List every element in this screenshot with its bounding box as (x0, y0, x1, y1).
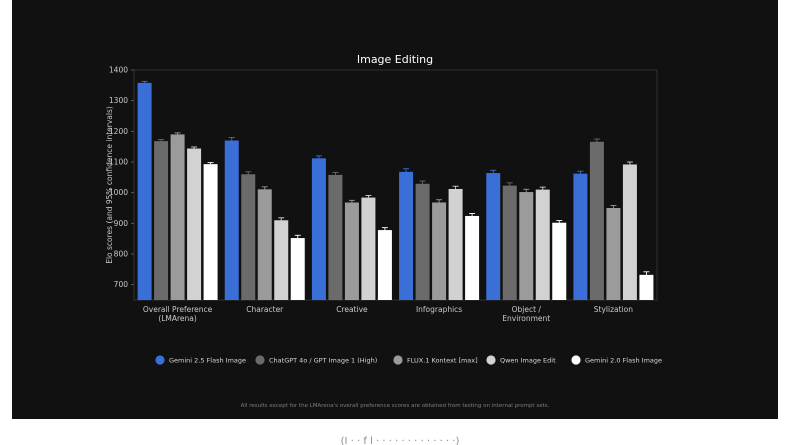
category-label: Infographics (416, 305, 462, 314)
bar (622, 164, 637, 300)
bar (399, 171, 414, 300)
bar (535, 189, 550, 300)
y-tick-label: 1300 (109, 96, 128, 105)
bar (448, 188, 463, 300)
chart-panel: Image Editing Elo scores (and 95% confid… (12, 0, 778, 419)
bar (465, 215, 480, 300)
footnote: All results except for the LMArena's ove… (241, 403, 550, 409)
chart-title: Image Editing (357, 53, 433, 66)
caption-below: (I · · f l · · · · · · · · · · · · ·) (340, 436, 460, 445)
y-tick-label: 1400 (109, 66, 128, 75)
bar (290, 238, 305, 300)
bar (241, 174, 256, 300)
y-tick-label: 1200 (109, 127, 128, 136)
bar (573, 173, 588, 300)
category-label: Character (246, 305, 284, 314)
bar-chart: Image Editing Elo scores (and 95% confid… (105, 53, 662, 409)
y-tick-label: 800 (114, 250, 129, 259)
bar (589, 141, 604, 300)
legend-label: Gemini 2.0 Flash Image (585, 357, 662, 365)
bar (274, 220, 289, 300)
y-axis-label: Elo scores (and 95% confidence intervals… (105, 106, 114, 264)
bar (344, 202, 359, 300)
bar (377, 230, 392, 300)
bar (432, 202, 447, 300)
bar (203, 164, 218, 300)
bar (361, 197, 376, 300)
y-tick-label: 900 (114, 219, 129, 228)
bar (502, 185, 517, 300)
bar (154, 141, 169, 300)
bar (328, 174, 343, 300)
bar (415, 183, 430, 300)
legend-swatch (393, 355, 403, 365)
legend-swatch (255, 355, 265, 365)
bar (519, 192, 534, 300)
bar (552, 222, 567, 300)
bar (606, 208, 621, 300)
legend-label: FLUX.1 Kontext [max] (407, 357, 478, 365)
y-tick-label: 1000 (109, 188, 128, 197)
y-tick-label: 1100 (109, 158, 128, 167)
legend-swatch (155, 355, 165, 365)
category-label: Overall Preference (143, 305, 213, 314)
bar (486, 173, 501, 300)
bar (170, 134, 185, 300)
legend-label: Qwen Image Edit (500, 357, 556, 365)
plot-frame (133, 69, 658, 301)
category-label: Creative (336, 305, 368, 314)
legend-swatch (571, 355, 581, 365)
category-label: (LMArena) (158, 314, 197, 323)
legend-swatch (486, 355, 496, 365)
bar (224, 140, 239, 300)
bar (187, 148, 202, 300)
bar (257, 189, 272, 300)
y-tick-label: 700 (114, 280, 129, 289)
bar (639, 274, 654, 300)
category-label: Environment (502, 314, 550, 323)
bar (137, 82, 152, 300)
legend-label: ChatGPT 4o / GPT Image 1 (High) (269, 357, 377, 365)
bar (311, 158, 326, 300)
legend-label: Gemini 2.5 Flash Image (169, 357, 246, 365)
category-label: Object / (512, 305, 542, 314)
category-label: Stylization (594, 305, 633, 314)
